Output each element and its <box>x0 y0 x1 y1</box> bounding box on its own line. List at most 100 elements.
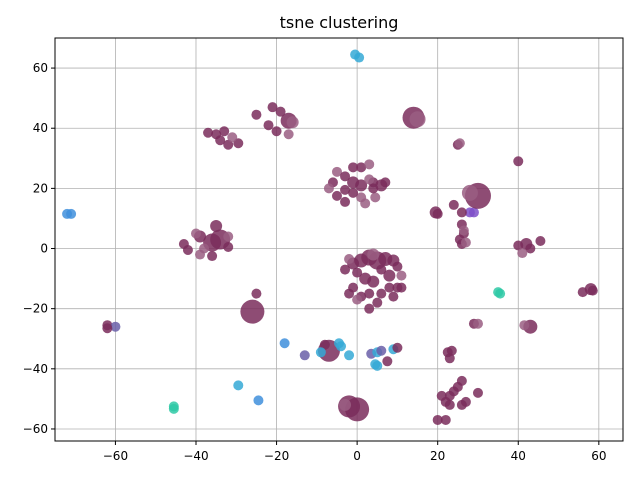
y-tick-label: 40 <box>33 121 48 135</box>
y-tick-label: −40 <box>23 362 48 376</box>
data-point <box>223 139 234 150</box>
data-point <box>372 297 383 308</box>
data-point <box>587 285 598 296</box>
data-point <box>513 156 524 167</box>
data-point <box>364 174 375 185</box>
data-point <box>339 398 352 411</box>
data-point <box>525 243 536 254</box>
data-point <box>345 397 370 422</box>
data-point <box>110 321 121 332</box>
data-point <box>315 347 326 358</box>
data-point <box>454 138 465 149</box>
data-point <box>364 288 375 299</box>
data-point <box>348 162 359 173</box>
data-point <box>190 228 201 239</box>
data-point <box>519 320 530 331</box>
data-point <box>535 236 546 247</box>
x-tick-label: 60 <box>591 449 606 463</box>
data-point <box>368 183 379 194</box>
data-point <box>344 288 355 299</box>
data-point <box>207 251 218 262</box>
data-point <box>263 120 274 131</box>
data-point <box>279 338 290 349</box>
data-point <box>340 184 351 195</box>
data-point <box>376 288 387 299</box>
data-point <box>344 254 355 265</box>
data-point <box>336 341 347 352</box>
data-point <box>436 390 447 401</box>
data-point <box>472 318 483 329</box>
data-point <box>444 353 455 364</box>
data-point <box>344 350 355 361</box>
y-tick-label: 20 <box>33 181 48 195</box>
data-point <box>376 345 387 356</box>
data-point <box>267 102 278 113</box>
data-point <box>210 219 223 232</box>
y-tick-label: 0 <box>40 242 48 256</box>
data-point <box>340 196 351 207</box>
data-point <box>388 291 399 302</box>
data-point <box>444 399 455 410</box>
data-point <box>440 414 451 425</box>
data-point <box>396 270 407 281</box>
data-point <box>271 126 282 137</box>
data-point <box>348 187 359 198</box>
data-point <box>352 294 363 305</box>
x-tick-label: −20 <box>264 449 289 463</box>
plot-frame <box>54 37 624 442</box>
x-tick-label: 20 <box>430 449 445 463</box>
data-point <box>340 264 351 275</box>
data-point <box>456 207 467 218</box>
data-point <box>517 248 528 259</box>
data-point <box>495 288 506 299</box>
data-point <box>370 192 381 203</box>
data-point <box>464 207 475 218</box>
data-point <box>203 127 214 138</box>
data-point <box>340 171 351 182</box>
x-tick-label: −40 <box>183 449 208 463</box>
data-point <box>219 126 230 137</box>
data-point <box>472 387 483 398</box>
data-point <box>356 162 367 173</box>
data-point <box>102 323 113 334</box>
data-point <box>253 395 264 406</box>
y-tick-label: −60 <box>23 422 48 436</box>
data-point <box>283 129 294 140</box>
data-point <box>383 269 396 282</box>
data-point <box>215 135 226 146</box>
data-point <box>251 109 262 120</box>
data-point <box>432 414 443 425</box>
data-point <box>456 399 467 410</box>
data-point <box>384 282 395 293</box>
data-point <box>392 342 403 353</box>
data-point <box>376 264 387 275</box>
data-point <box>409 111 426 128</box>
data-point <box>458 225 469 236</box>
data-point <box>227 132 238 143</box>
data-point <box>372 360 383 371</box>
data-point <box>432 208 443 219</box>
data-point <box>233 380 244 391</box>
data-points <box>62 49 598 425</box>
data-point <box>461 184 478 201</box>
data-point <box>275 106 286 117</box>
data-point <box>199 243 210 254</box>
data-point <box>286 116 299 129</box>
data-point <box>380 177 391 188</box>
data-point <box>323 183 334 194</box>
data-point <box>240 299 265 324</box>
data-point <box>331 190 342 201</box>
x-tick-label: 0 <box>353 449 361 463</box>
data-point <box>223 242 234 253</box>
data-point <box>66 208 77 219</box>
data-point <box>331 166 342 177</box>
data-point <box>360 198 371 209</box>
data-point <box>299 350 310 361</box>
data-point <box>382 356 393 367</box>
data-point <box>354 52 365 63</box>
data-point <box>448 199 459 210</box>
data-point <box>446 345 457 356</box>
data-point <box>367 248 380 261</box>
data-point <box>364 159 375 170</box>
